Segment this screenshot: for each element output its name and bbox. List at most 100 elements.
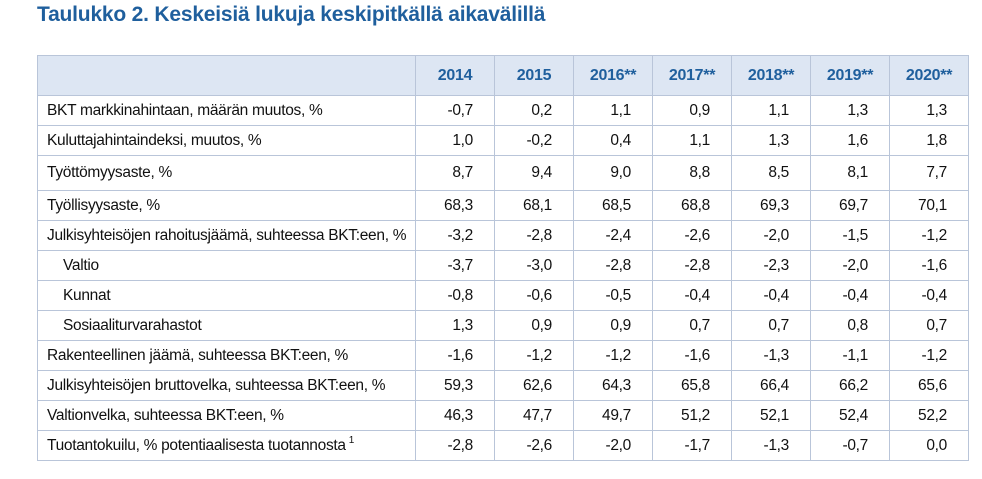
value-cell: 0,4 — [573, 125, 653, 156]
table-row: Työllisyysaste, % 68,3 68,1 68,5 68,8 69… — [37, 190, 969, 221]
value-cell: 52,1 — [731, 400, 811, 431]
column-header: 2014 — [415, 55, 495, 96]
value-cell: -1,7 — [652, 430, 732, 461]
column-header: 2018** — [731, 55, 811, 96]
value-cell: 1,1 — [731, 95, 811, 126]
table-row: Rakenteellinen jäämä, suhteessa BKT:een,… — [37, 340, 969, 371]
value-cell: -0,4 — [889, 280, 969, 311]
value-cell: 1,3 — [415, 310, 495, 341]
value-cell: -0,4 — [731, 280, 811, 311]
table-title: Taulukko 2. Keskeisiä lukuja keskipitkäl… — [37, 3, 546, 26]
value-cell: 69,7 — [810, 190, 890, 221]
value-cell: -1,2 — [889, 220, 969, 251]
value-cell: 8,7 — [415, 155, 495, 191]
row-label: Työttömyysaste, % — [37, 155, 416, 191]
value-cell: 0,0 — [889, 430, 969, 461]
row-label-cell: Tuotantokuilu, % potentiaalisesta tuotan… — [37, 430, 416, 461]
value-cell: -1,3 — [731, 430, 811, 461]
value-cell: -1,3 — [731, 340, 811, 371]
value-cell: -1,5 — [810, 220, 890, 251]
row-label: Rakenteellinen jäämä, suhteessa BKT:een,… — [37, 340, 416, 371]
column-header: 2017** — [652, 55, 732, 96]
value-cell: 64,3 — [573, 370, 653, 401]
value-cell: 66,4 — [731, 370, 811, 401]
value-cell: -0,5 — [573, 280, 653, 311]
value-cell: -1,1 — [810, 340, 890, 371]
row-label: BKT markkinahintaan, määrän muutos, % — [37, 95, 416, 126]
value-cell: 47,7 — [494, 400, 574, 431]
value-cell: -1,6 — [415, 340, 495, 371]
value-cell: 0,7 — [652, 310, 732, 341]
row-label: Työllisyysaste, % — [37, 190, 416, 221]
value-cell: 68,8 — [652, 190, 732, 221]
table-row: Kunnat -0,8 -0,6 -0,5 -0,4 -0,4 -0,4 -0,… — [37, 280, 969, 311]
value-cell: -2,8 — [494, 220, 574, 251]
value-cell: 68,1 — [494, 190, 574, 221]
table-row: Julkisyhteisöjen bruttovelka, suhteessa … — [37, 370, 969, 401]
value-cell: -2,0 — [573, 430, 653, 461]
value-cell: 1,3 — [889, 95, 969, 126]
value-cell: -0,6 — [494, 280, 574, 311]
row-label: Valtionvelka, suhteessa BKT:een, % — [37, 400, 416, 431]
value-cell: -0,2 — [494, 125, 574, 156]
row-label: Sosiaaliturvarahastot — [37, 310, 416, 341]
value-cell: 52,4 — [810, 400, 890, 431]
table-row: Valtio -3,7 -3,0 -2,8 -2,8 -2,3 -2,0 -1,… — [37, 250, 969, 281]
value-cell: 70,1 — [889, 190, 969, 221]
value-cell: 65,6 — [889, 370, 969, 401]
table-row: Valtionvelka, suhteessa BKT:een, % 46,3 … — [37, 400, 969, 431]
value-cell: 0,7 — [731, 310, 811, 341]
value-cell: 1,3 — [731, 125, 811, 156]
table-row: Kuluttajahintaindeksi, muutos, % 1,0 -0,… — [37, 125, 969, 156]
value-cell: 0,2 — [494, 95, 574, 126]
value-cell: -1,2 — [889, 340, 969, 371]
value-cell: 1,1 — [573, 95, 653, 126]
value-cell: -1,2 — [573, 340, 653, 371]
value-cell: -3,0 — [494, 250, 574, 281]
value-cell: 66,2 — [810, 370, 890, 401]
value-cell: 68,3 — [415, 190, 495, 221]
table-row: Sosiaaliturvarahastot 1,3 0,9 0,9 0,7 0,… — [37, 310, 969, 341]
value-cell: -0,8 — [415, 280, 495, 311]
value-cell: -2,6 — [652, 220, 732, 251]
value-cell: 8,1 — [810, 155, 890, 191]
value-cell: -2,4 — [573, 220, 653, 251]
value-cell: -1,2 — [494, 340, 574, 371]
value-cell: -0,4 — [652, 280, 732, 311]
value-cell: 69,3 — [731, 190, 811, 221]
value-cell: 52,2 — [889, 400, 969, 431]
value-cell: 68,5 — [573, 190, 653, 221]
value-cell: -2,3 — [731, 250, 811, 281]
row-label: Kunnat — [37, 280, 416, 311]
header-label-cell — [37, 55, 416, 96]
value-cell: 0,9 — [573, 310, 653, 341]
table-row: Tuotantokuilu, % potentiaalisesta tuotan… — [37, 430, 969, 461]
value-cell: 1,0 — [415, 125, 495, 156]
row-label: Julkisyhteisöjen bruttovelka, suhteessa … — [37, 370, 416, 401]
value-cell: -0,7 — [810, 430, 890, 461]
value-cell: -2,8 — [652, 250, 732, 281]
value-cell: 1,8 — [889, 125, 969, 156]
row-label: Tuotantokuilu, % potentiaalisesta tuotan… — [47, 436, 346, 454]
value-cell: -3,2 — [415, 220, 495, 251]
value-cell: 0,7 — [889, 310, 969, 341]
value-cell: 59,3 — [415, 370, 495, 401]
value-cell: -2,0 — [810, 250, 890, 281]
value-cell: -2,8 — [415, 430, 495, 461]
value-cell: 1,3 — [810, 95, 890, 126]
row-label: Kuluttajahintaindeksi, muutos, % — [37, 125, 416, 156]
value-cell: -2,0 — [731, 220, 811, 251]
value-cell: 46,3 — [415, 400, 495, 431]
value-cell: 1,6 — [810, 125, 890, 156]
value-cell: 1,1 — [652, 125, 732, 156]
value-cell: 0,9 — [494, 310, 574, 341]
column-header: 2020** — [889, 55, 969, 96]
row-label: Julkisyhteisöjen rahoitusjäämä, suhteess… — [37, 220, 416, 251]
header-row: 2014 2015 2016** 2017** 2018** 2019** 20… — [37, 55, 969, 96]
table-row: BKT markkinahintaan, määrän muutos, % -0… — [37, 95, 969, 126]
value-cell: 9,4 — [494, 155, 574, 191]
value-cell: 0,9 — [652, 95, 732, 126]
value-cell: 8,8 — [652, 155, 732, 191]
value-cell: 65,8 — [652, 370, 732, 401]
value-cell: -0,4 — [810, 280, 890, 311]
